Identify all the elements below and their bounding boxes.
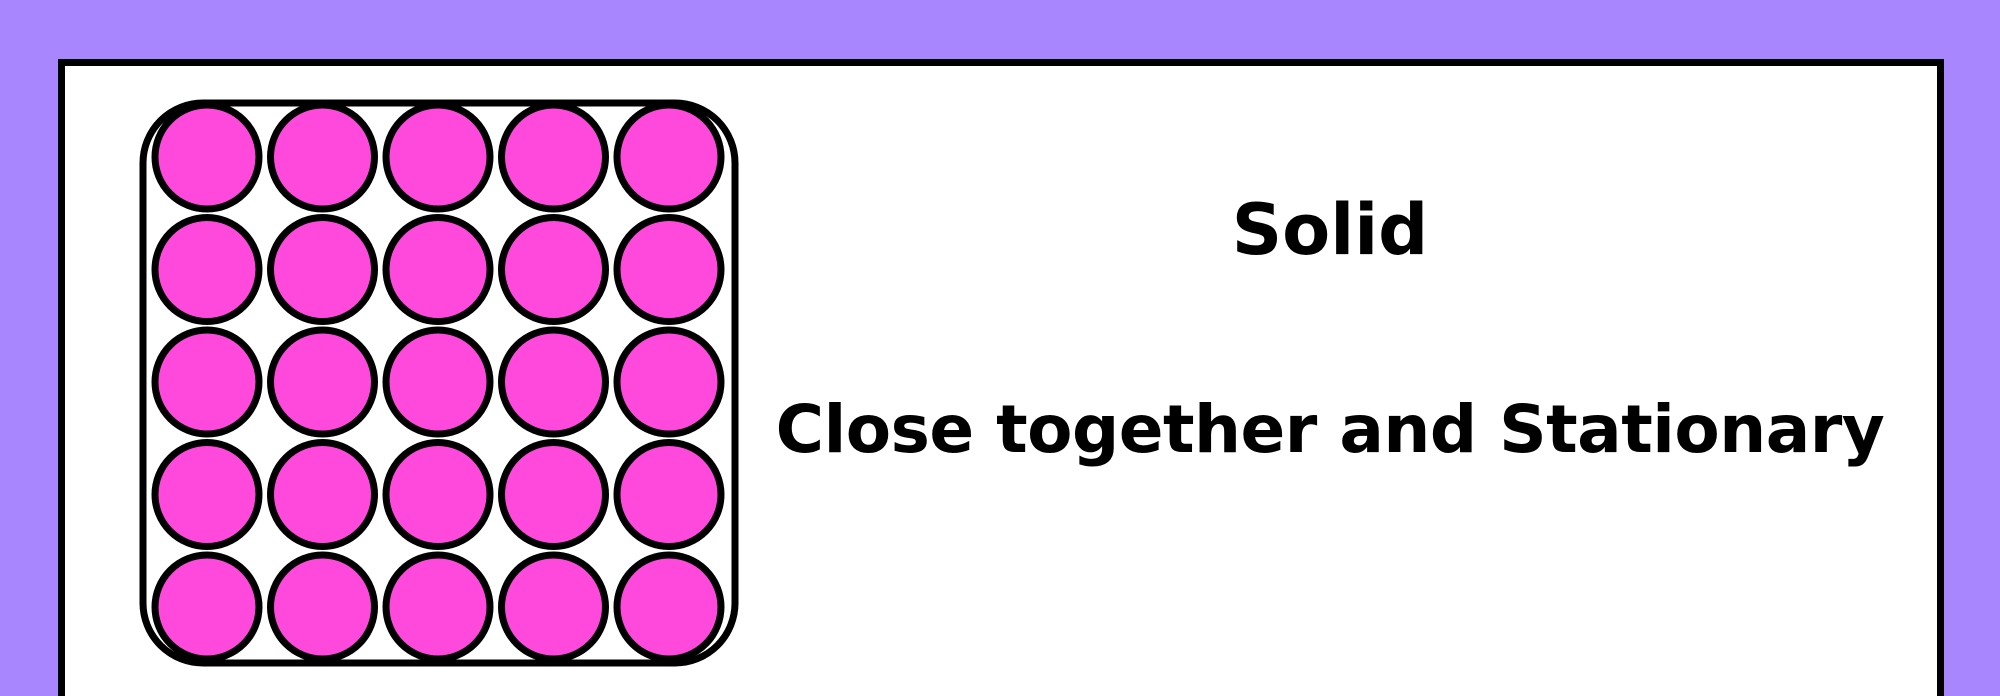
state-title: Solid — [1231, 189, 1429, 271]
particle — [382, 439, 494, 550]
particle — [498, 551, 609, 663]
particle — [151, 326, 263, 438]
particle — [267, 551, 378, 663]
particle-arrangement-svg — [139, 99, 739, 667]
particle — [267, 101, 378, 213]
particle — [267, 326, 378, 438]
particle — [382, 101, 494, 213]
particle — [498, 439, 609, 550]
particle — [151, 439, 263, 550]
particle — [498, 326, 609, 438]
particle — [498, 214, 609, 325]
solid-particle-diagram — [136, 96, 748, 672]
particle — [613, 101, 725, 213]
particle — [267, 439, 378, 550]
particle — [382, 214, 494, 325]
particle — [151, 214, 263, 325]
particle-grid — [151, 101, 725, 663]
particle — [267, 214, 378, 325]
particle — [382, 326, 494, 438]
particle — [613, 551, 725, 663]
state-description: Close together and Stationary — [775, 391, 1885, 468]
particle — [613, 326, 725, 438]
particle — [382, 551, 494, 663]
particle — [151, 101, 263, 213]
particle — [151, 551, 263, 663]
particle — [498, 101, 609, 213]
particle — [613, 214, 725, 325]
particle — [613, 439, 725, 550]
